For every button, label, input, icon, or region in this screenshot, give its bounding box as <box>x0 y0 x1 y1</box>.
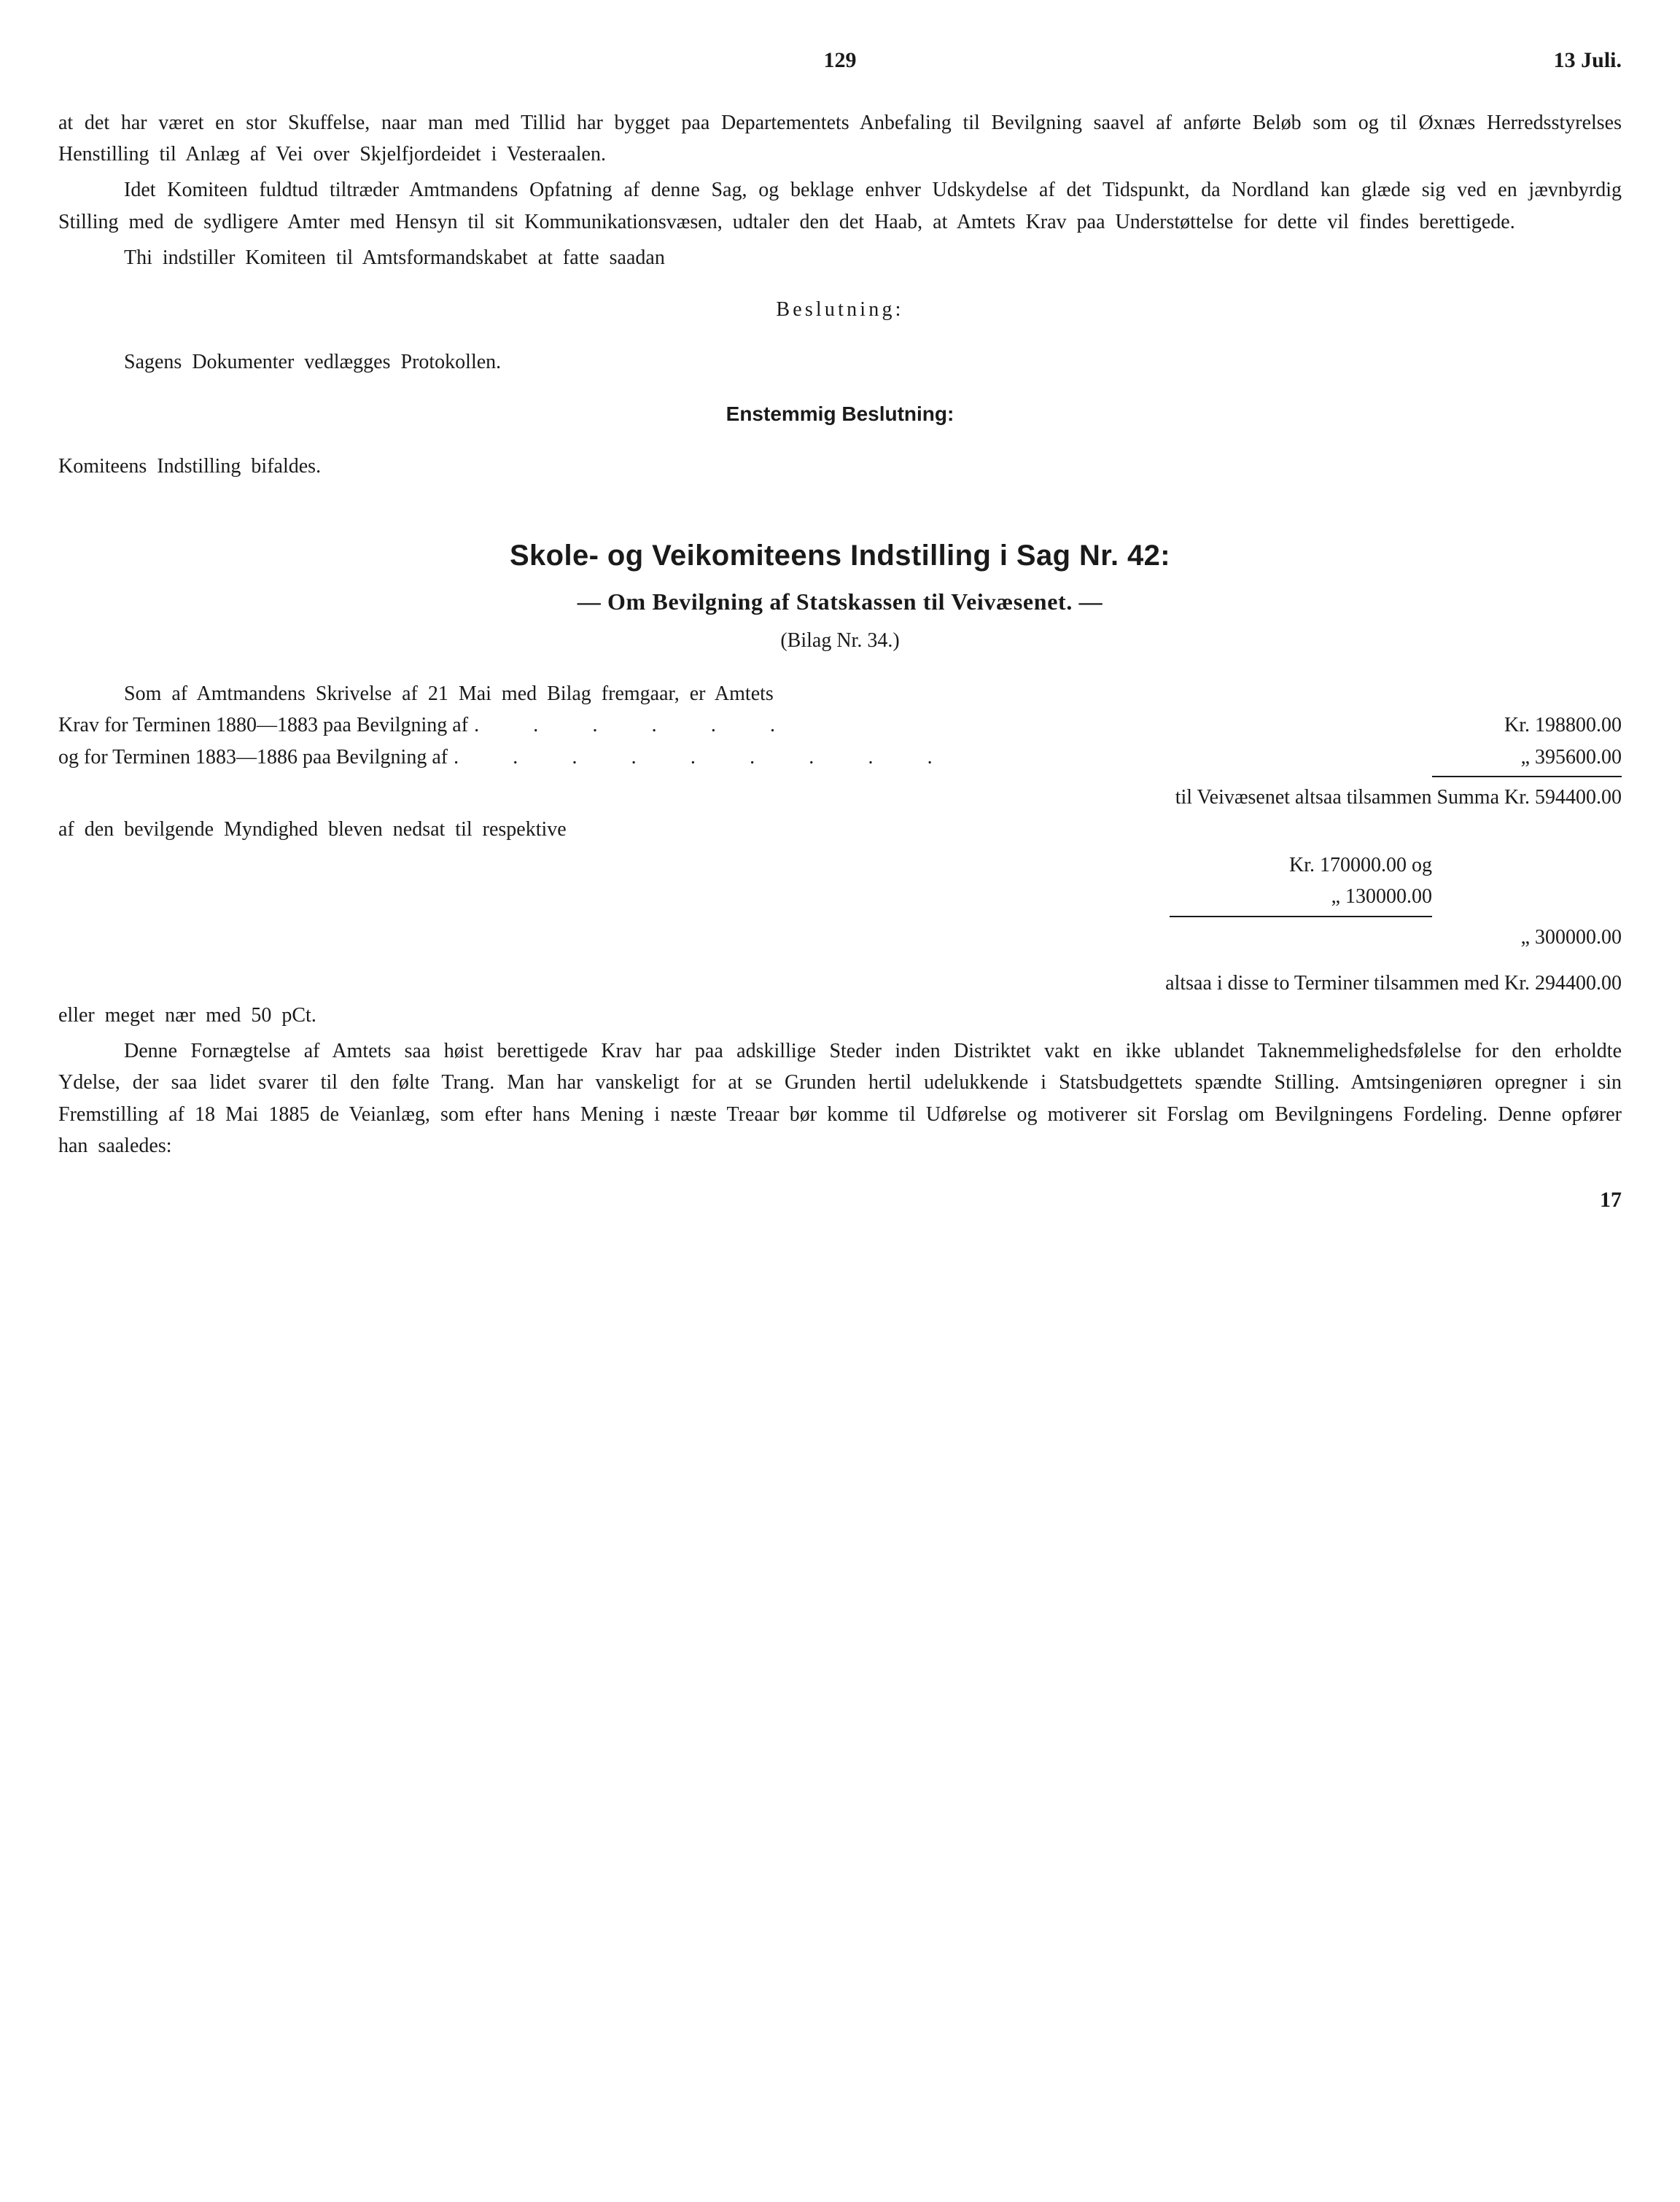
ledger-line-2-text: og for Terminen 1883—1886 paa Bevilgning… <box>58 742 448 773</box>
section-title: Skole- og Veikomiteens Indstilling i Sag… <box>58 533 1622 578</box>
sec-p2: af den bevilgende Myndighed bleven nedsa… <box>58 814 1622 845</box>
para-2: Idet Komiteen fuldtud tiltræder Amtmande… <box>58 174 1622 238</box>
ledger-line-1-amount: Kr. 198800.00 <box>1504 709 1622 741</box>
header-left-spacer <box>58 44 168 78</box>
dot-leader: . . . . . . <box>474 709 1498 741</box>
page-header: 129 13 Juli. <box>58 44 1622 78</box>
sec-p3: altsaa i disse to Terminer tilsammen med… <box>58 968 1622 999</box>
para-5: Komiteens Indstilling bifaldes. <box>58 451 1622 482</box>
para-1: at det har været en stor Skuffelse, naar… <box>58 107 1622 171</box>
ledger-line-2-amount: „ 395600.00 <box>1521 742 1622 773</box>
reduced-sum: „ 300000.00 <box>58 922 1622 953</box>
sum-line: til Veivæsenet altsaa tilsammen Summa Kr… <box>58 782 1622 813</box>
section-subtitle: — Om Bevilgning af Statskassen til Veivæ… <box>58 584 1622 620</box>
ledger-line-2: og for Terminen 1883—1886 paa Bevilgning… <box>58 742 1622 773</box>
sum-rule-1 <box>1432 776 1622 777</box>
para-4: Sagens Dokumenter vedlægges Protokollen. <box>58 346 1622 378</box>
enstemmig-label: Enstemmig Beslutning: <box>58 398 1622 429</box>
dot-leader: . . . . . . . . . <box>454 742 1514 773</box>
beslutning-label: Beslutning: <box>58 294 1622 325</box>
sec-p4: eller meget nær med 50 pCt. <box>58 1000 1622 1031</box>
page-number: 129 <box>168 44 1512 78</box>
page: 129 13 Juli. at det har været en stor Sk… <box>58 44 1622 1218</box>
ledger-line-1-text: Krav for Terminen 1880—1883 paa Bevilgni… <box>58 709 468 741</box>
para-3: Thi indstiller Komiteen til Amtsformands… <box>58 242 1622 273</box>
sec-p1a: Som af Amtmandens Skrivelse af 21 Mai me… <box>58 678 1622 709</box>
reduced-block: Kr. 170000.00 og „ 130000.00 <box>58 849 1622 922</box>
bilag-ref: (Bilag Nr. 34.) <box>58 625 1622 656</box>
sum-rule-2 <box>1170 916 1432 917</box>
page-date: 13 Juli. <box>1512 44 1622 78</box>
sec-p5: Denne Fornægtelse af Amtets saa høist be… <box>58 1035 1622 1162</box>
ledger-line-1: Krav for Terminen 1880—1883 paa Bevilgni… <box>58 709 1622 741</box>
signature-number: 17 <box>58 1183 1622 1218</box>
reduced-1: Kr. 170000.00 og <box>1170 849 1432 881</box>
reduced-2: „ 130000.00 <box>1170 881 1432 912</box>
